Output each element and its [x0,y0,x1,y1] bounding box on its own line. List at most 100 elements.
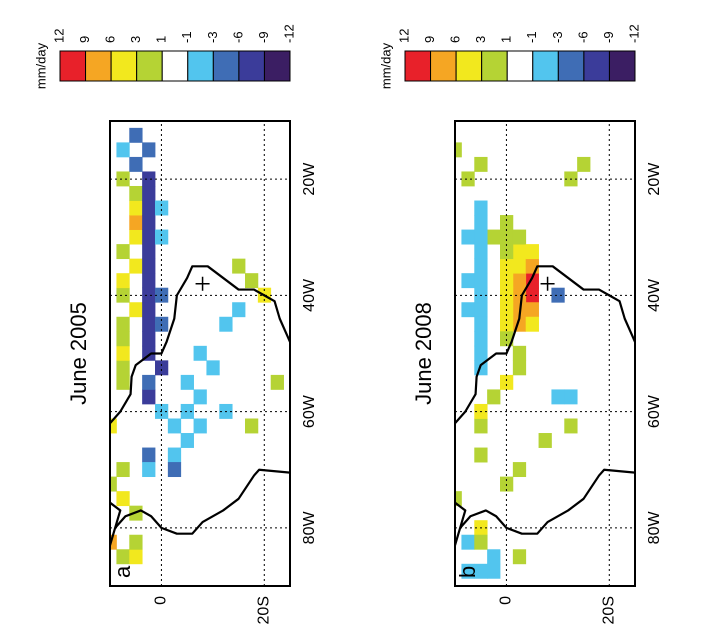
grid-cell [129,229,143,245]
grid-cell [512,273,527,289]
colorbar-box [187,50,214,82]
grid-cell [474,229,488,245]
grid-cell [474,331,488,347]
coastline [455,265,635,586]
map-layer [455,142,635,586]
y-tick-label: 0 [153,596,170,605]
colorbar-box [263,50,291,82]
x-tick-label: 60W [646,394,663,428]
grid-cell [551,287,565,303]
grid-cell [142,185,156,201]
grid-cell [474,273,488,289]
grid-cell [525,287,539,303]
grid-cell [167,447,182,463]
grid-cell [142,229,156,245]
grid-cell [206,360,220,376]
grid-cell [474,258,488,274]
grid-cell [116,142,130,158]
grid-cell [270,374,284,390]
grid-cell [551,389,565,405]
colorbar-box [557,50,585,82]
colorbar-box [455,50,483,82]
grid-cell [116,244,130,260]
x-tick-label: 40W [301,278,318,312]
colorbar-units: mm/day [33,42,48,89]
grid-cell [167,462,182,478]
grid-cell [142,302,156,318]
panel-label: a [110,565,135,578]
grid-cell [461,302,475,318]
grid-cell [155,229,169,245]
grid-cell [155,200,169,216]
grid-cell [525,244,539,260]
colorbar-box [481,50,508,82]
grid-cell [129,185,143,201]
grid-cell [474,316,488,332]
colorbar-label: -12 [626,24,641,43]
grid-cell [142,287,156,303]
site-marker [195,276,210,291]
grid-cell [116,360,130,376]
x-tick-label: 60W [301,394,318,428]
grid-cell [142,244,156,260]
grid-cell [461,229,475,245]
colorbar-label: -9 [256,31,271,43]
grid-cell [116,491,130,507]
grid-cell [525,302,539,318]
colorbar-box [608,50,636,82]
colorbar-label: 12 [396,29,411,43]
grid-cell [142,215,156,230]
grid-cell [142,258,156,274]
y-tick-label: 20S [601,596,618,624]
grid-cell [116,287,130,303]
colorbar-box [59,50,87,82]
colorbar-box [583,50,610,82]
colorbar-label: -6 [230,31,245,43]
grid-cell [142,273,156,289]
x-tick-label: 80W [646,511,663,545]
grid-cell [461,273,475,289]
colorbar-label: 9 [77,36,92,43]
grid-cell [487,549,501,565]
grid-cell [474,156,488,172]
grid-cell [474,345,488,361]
grid-cell [129,215,143,230]
grid-cell [129,549,143,565]
grid-cell [129,302,143,318]
x-tick-label: 20W [301,162,318,196]
grid-cell [474,563,488,579]
grid-cell [577,156,591,172]
grid-cell [512,258,527,274]
colorbar-label: -9 [601,31,616,43]
grid-cell [129,127,143,143]
grid-cell [474,215,488,230]
colorbar-label: 1 [499,36,514,43]
grid-cell [512,229,527,245]
colorbar-label: -1 [179,31,194,43]
grid-cell [142,389,156,405]
grid-cell [564,418,578,434]
map-layer [110,127,290,586]
colorbar-box [85,50,112,82]
grid-cell [564,389,578,405]
grid-cell [142,374,156,390]
colorbar-label: -1 [524,31,539,43]
grid-cell [219,316,233,332]
colorbar-label: 3 [473,36,488,43]
x-tick-label: 20W [646,162,663,196]
colorbar-label: 6 [103,36,118,43]
colorbar-label: 6 [448,36,463,43]
grid-cell [245,418,259,434]
grid-cell [116,171,130,187]
colorbar-box [506,50,534,82]
colorbar-box [532,50,559,82]
grid-cell [155,360,169,376]
grid-cell [116,549,130,565]
grid-cell [193,389,207,405]
grid-cell [180,374,194,390]
grid-cell [142,200,156,216]
y-tick-label: 20S [256,596,273,624]
colorbar-box [136,50,163,82]
